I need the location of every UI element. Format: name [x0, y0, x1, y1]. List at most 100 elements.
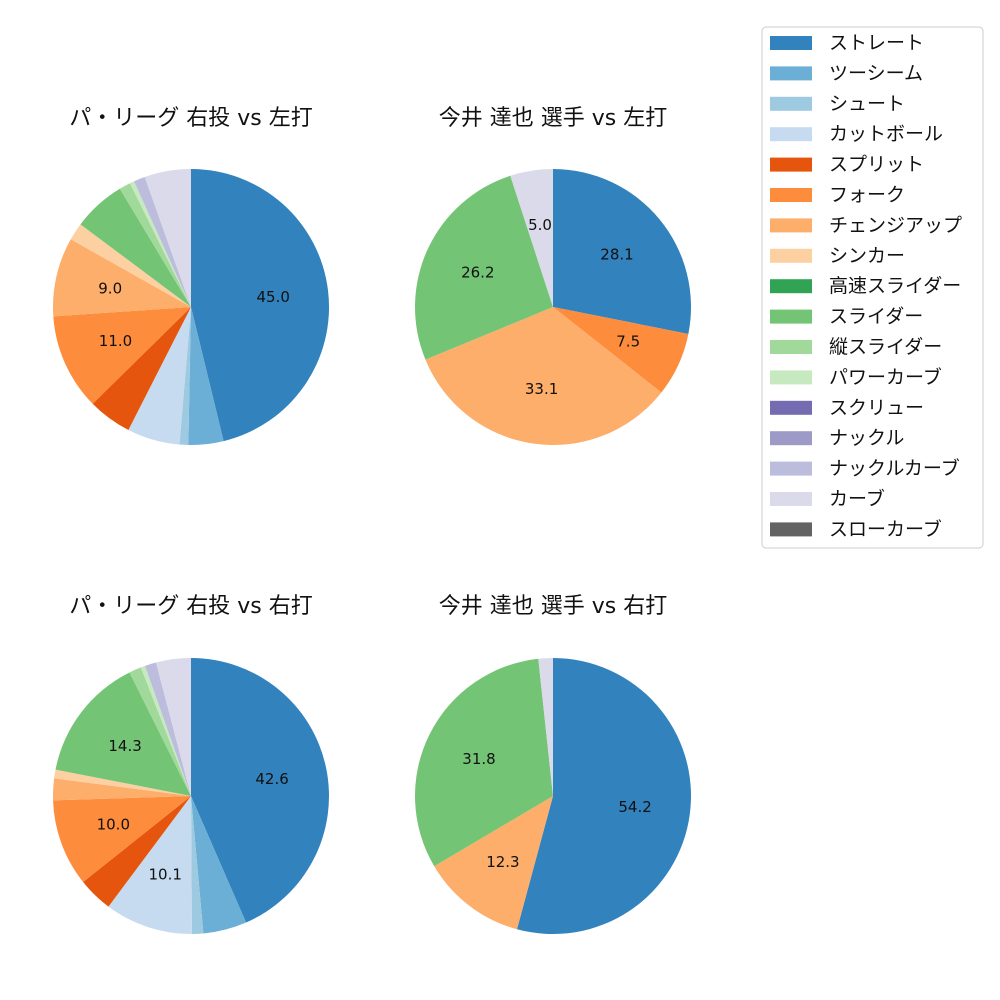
pie-chart-2: 今井 達也 選手 vs 左打 28.1 7.5 33.1 26.2 5.0: [414, 106, 691, 446]
legend-label: ストレート: [829, 32, 924, 54]
legend: ストレートツーシームシュートカットボールスプリットフォークチェンジアップシンカー…: [761, 26, 984, 549]
legend-swatch: [770, 431, 812, 446]
pie-chart-3: パ・リーグ 右投 vs 右打 42.6 10.1 10.0 14.3: [52, 594, 329, 935]
legend-swatch: [770, 522, 812, 537]
pie-title: 今井 達也 選手 vs 左打: [439, 106, 667, 131]
legend-item: パワーカーブ: [770, 365, 942, 388]
legend-item: シンカー: [770, 245, 905, 267]
pie-slice: [140, 665, 191, 796]
pie-slice: [415, 658, 553, 867]
legend-item: カットボール: [770, 123, 943, 145]
pie-slice: [517, 658, 692, 934]
pie-slice: [54, 769, 191, 796]
legend-label: シュート: [829, 93, 905, 115]
legend-item: 高速スライダー: [770, 275, 961, 297]
pie-slice: [55, 672, 191, 796]
pie-slice: [53, 239, 191, 317]
legend-label: スライダー: [829, 306, 923, 328]
legend-label: パワーカーブ: [829, 365, 942, 388]
pie-slice: [191, 796, 247, 934]
legend-swatch: [770, 461, 812, 476]
legend-label: スクリュー: [829, 397, 924, 419]
pie-slice: [53, 796, 191, 883]
legend-item: スプリット: [770, 154, 924, 176]
legend-item: ナックル: [770, 427, 904, 449]
pie-slice: [70, 224, 191, 307]
legend-label: シンカー: [829, 245, 905, 267]
slice-label: 33.1: [525, 380, 558, 398]
pie-slice: [53, 307, 191, 404]
pie-slice: [156, 658, 191, 796]
pie-slice: [538, 658, 553, 796]
pie-slice: [92, 307, 191, 430]
legend-label: フォーク: [829, 184, 905, 206]
legend-swatch: [770, 188, 812, 202]
pie-slice: [191, 658, 329, 923]
pie-slice: [145, 662, 191, 796]
pie-slice: [128, 307, 191, 445]
legend-swatch: [770, 218, 812, 233]
legend-label: カットボール: [829, 123, 943, 145]
pie-title: パ・リーグ 右投 vs 右打: [69, 594, 312, 619]
legend-swatch: [770, 66, 812, 81]
slice-label: 26.2: [461, 263, 494, 281]
legend-swatch: [770, 279, 812, 294]
pie-slice: [52, 778, 191, 801]
legend-item: ナックルカーブ: [770, 457, 960, 480]
pie-slice: [179, 307, 191, 445]
slice-label: 12.3: [486, 853, 519, 871]
pie-slice: [80, 188, 191, 307]
pie-slice: [108, 796, 192, 935]
pie-slice: [144, 169, 191, 307]
slice-label: 28.1: [600, 246, 633, 264]
legend-item: シュート: [770, 93, 905, 115]
pie-slice: [510, 169, 553, 307]
legend-swatch: [770, 492, 812, 506]
legend-swatch: [770, 157, 812, 172]
legend-item: カーブ: [770, 487, 885, 510]
pie-slice: [434, 796, 553, 930]
pie-slice: [425, 307, 662, 446]
legend-frame: [761, 26, 984, 549]
pie-slice: [553, 169, 691, 334]
pie-slice: [191, 796, 204, 934]
pie-slice: [129, 181, 191, 307]
legend-label: 縦スライダー: [829, 336, 942, 358]
slice-label: 42.6: [255, 770, 288, 788]
pie-title: パ・リーグ 右投 vs 左打: [69, 106, 312, 131]
legend-swatch: [770, 127, 812, 142]
pie-slice: [129, 667, 191, 796]
pie-slice: [553, 307, 689, 393]
legend-label: 高速スライダー: [829, 275, 961, 297]
legend-swatch: [770, 340, 812, 354]
slice-label: 11.0: [99, 332, 132, 350]
slice-label: 10.0: [97, 816, 130, 834]
pie-slice: [134, 176, 191, 307]
slice-label: 14.3: [108, 737, 141, 755]
legend-label: ツーシーム: [829, 62, 923, 84]
pie-chart-4: 今井 達也 選手 vs 右打 54.2 12.3 31.8: [415, 594, 692, 934]
legend-item: ストレート: [770, 32, 924, 54]
legend-label: カーブ: [829, 487, 885, 510]
legend-swatch: [770, 36, 812, 50]
pie-slice: [414, 175, 553, 360]
slice-label: 5.0: [528, 216, 552, 234]
legend-item: フォーク: [770, 184, 905, 206]
legend-item: ツーシーム: [770, 62, 923, 84]
legend-item: スローカーブ: [770, 517, 942, 540]
legend-item: チェンジアップ: [770, 214, 962, 236]
pie-chart-1: パ・リーグ 右投 vs 左打 45.0 11.0 9.0: [53, 106, 330, 445]
slice-label: 10.1: [148, 866, 181, 884]
legend-item: スクリュー: [770, 397, 924, 419]
legend-label: スローカーブ: [829, 517, 942, 540]
slice-label: 7.5: [616, 333, 640, 351]
legend-swatch: [770, 96, 812, 111]
legend-swatch: [770, 370, 812, 385]
legend-label: チェンジアップ: [829, 214, 962, 236]
slice-label: 31.8: [462, 750, 495, 768]
pie-slice: [119, 183, 191, 307]
pie-slice: [191, 169, 330, 442]
slice-label: 54.2: [618, 798, 651, 816]
legend-item: 縦スライダー: [770, 336, 942, 358]
